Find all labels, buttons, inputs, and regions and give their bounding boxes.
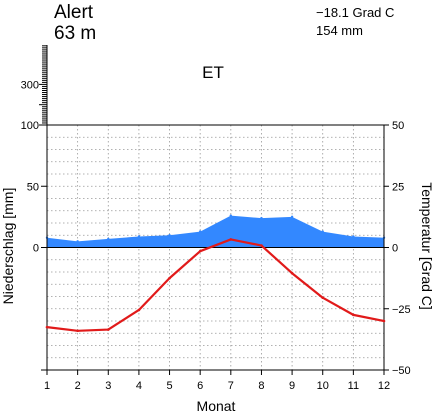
x-tick-label: 1 — [44, 380, 50, 392]
x-tick-label: 7 — [228, 380, 234, 392]
y-left-extended-tick-label: 300 — [21, 79, 39, 91]
x-tick-label: 6 — [197, 380, 203, 392]
precipitation-point — [76, 240, 79, 243]
precipitation-point — [168, 234, 171, 237]
temperature-point — [229, 238, 233, 241]
temperature-point — [106, 328, 110, 331]
y-left-tick-label: 0 — [33, 243, 39, 255]
x-tick-label: 11 — [348, 380, 359, 392]
climate-class: ET — [202, 63, 224, 82]
y-right-tick-label: −50 — [392, 365, 411, 377]
grid — [47, 125, 384, 370]
temperature-point — [321, 296, 325, 300]
temperature-point — [168, 276, 171, 280]
station-elevation: 63 m — [54, 23, 96, 44]
temperature-point — [137, 308, 141, 312]
precipitation-point — [321, 230, 324, 233]
temperature-point — [260, 244, 263, 247]
annual-temperature: −18.1 Grad C — [316, 5, 394, 20]
precipitation-point — [107, 237, 110, 241]
temperature-point — [45, 325, 49, 329]
y-axis-right-title: Temperatur [Grad C] — [419, 182, 435, 310]
x-tick-label: 8 — [258, 380, 264, 392]
x-tick-label: 12 — [378, 380, 390, 392]
temperature-point — [352, 313, 355, 317]
y-right-tick-label: 25 — [392, 181, 404, 193]
x-tick-label: 5 — [166, 380, 172, 392]
x-tick-label: 10 — [317, 380, 329, 392]
x-tick-label: 2 — [75, 380, 81, 392]
precipitation-point — [352, 235, 355, 238]
temperature-point — [76, 329, 79, 333]
temperature-point — [198, 249, 202, 253]
x-tick-label: 4 — [136, 380, 142, 392]
precipitation-point — [198, 230, 202, 233]
y-left-tick-label: 100 — [21, 120, 39, 132]
precipitation-point — [290, 215, 294, 219]
x-tick-label: 9 — [289, 380, 295, 392]
precipitation-series — [45, 214, 386, 248]
precipitation-point — [260, 216, 263, 220]
station-name: Alert — [54, 2, 94, 23]
x-axis-title: Monat — [197, 398, 236, 414]
annual-precipitation: 154 mm — [316, 23, 363, 38]
precipitation-point — [137, 235, 141, 238]
y-right-tick-label: 0 — [392, 243, 398, 255]
x-tick-label: 3 — [105, 380, 111, 392]
axes — [39, 45, 389, 375]
temperature-point — [382, 319, 386, 323]
precipitation-point — [229, 214, 233, 217]
temperature-series — [45, 238, 386, 333]
y-right-tick-label: 50 — [392, 120, 404, 132]
temperature-point — [290, 271, 294, 275]
temperature-line — [46, 238, 385, 332]
precipitation-area — [47, 215, 384, 248]
y-axis-left-title: Niederschlag [mm] — [0, 188, 16, 305]
y-left-tick-label: 50 — [27, 181, 39, 193]
y-right-tick-label: −25 — [392, 304, 411, 316]
